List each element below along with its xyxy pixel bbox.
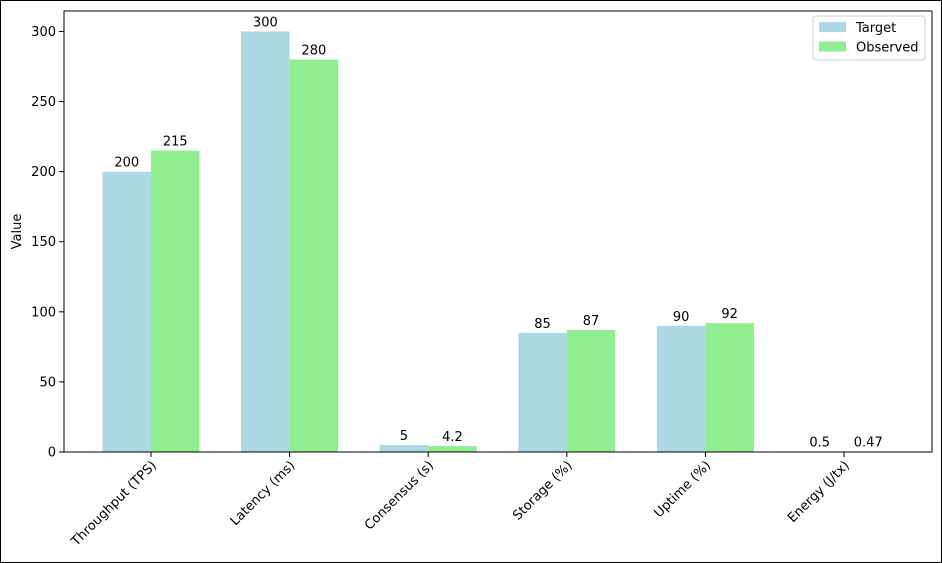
- bar-observed-4: [705, 323, 754, 452]
- data-label-observed-5: 0.47: [854, 435, 883, 450]
- y-axis-label: Value: [10, 214, 25, 250]
- data-label-observed-4: 92: [721, 307, 738, 322]
- y-axis-ticks: 0 50 100 150 200 250 300: [31, 25, 64, 461]
- bar-observed-2: [428, 446, 477, 452]
- y-tick-label: 100: [31, 305, 56, 320]
- legend-label-observed: Observed: [856, 41, 919, 56]
- bar-target-1: [241, 31, 290, 452]
- y-tick-label: 250: [31, 95, 56, 110]
- bar-target-3: [518, 332, 567, 452]
- y-tick-label: 150: [31, 235, 56, 250]
- bar-observed-0: [151, 150, 200, 452]
- x-tick-label: Latency (ms): [228, 458, 299, 529]
- x-axis-ticks: Throughput (TPS) Latency (ms) Consensus (s…: [68, 452, 853, 550]
- data-labels-layer: 200 300 5 85 90 0.5 215 280 4.2 87 92 0.47: [114, 15, 882, 450]
- bar-target-4: [656, 325, 706, 452]
- data-label-observed-0: 215: [163, 135, 188, 150]
- x-tick-label: Throughput (TPS): [68, 458, 160, 550]
- data-label-observed-2: 4.2: [442, 430, 463, 445]
- bar-target-2: [379, 444, 429, 452]
- data-label-target-0: 200: [114, 156, 139, 171]
- legend-swatch-observed: [819, 41, 846, 52]
- x-tick-label: Consensus (s): [362, 458, 437, 533]
- data-label-observed-1: 280: [301, 44, 326, 59]
- axes-box: [63, 10, 933, 453]
- data-label-target-5: 0.5: [809, 435, 830, 450]
- y-tick-label: 0: [48, 446, 56, 461]
- y-tick-label: 300: [31, 25, 56, 40]
- x-tick-label: Uptime (%): [651, 458, 714, 521]
- bar-target-0: [102, 171, 151, 453]
- legend: Target Observed: [812, 15, 926, 61]
- bar-observed-1: [289, 59, 339, 453]
- data-label-target-2: 5: [400, 429, 408, 444]
- y-tick-label: 200: [31, 165, 56, 180]
- bar-observed-3: [566, 330, 616, 452]
- data-label-target-1: 300: [253, 15, 278, 30]
- data-label-target-3: 85: [534, 317, 551, 332]
- x-tick-label: Energy (J/tx): [785, 458, 853, 526]
- bars-layer: [102, 31, 893, 453]
- x-tick-label: Storage (%): [510, 458, 575, 523]
- y-tick-label: 50: [39, 375, 56, 390]
- legend-label-target: Target: [855, 21, 896, 36]
- data-label-observed-3: 87: [583, 314, 600, 329]
- legend-swatch-target: [819, 22, 846, 32]
- data-label-target-4: 90: [673, 310, 690, 325]
